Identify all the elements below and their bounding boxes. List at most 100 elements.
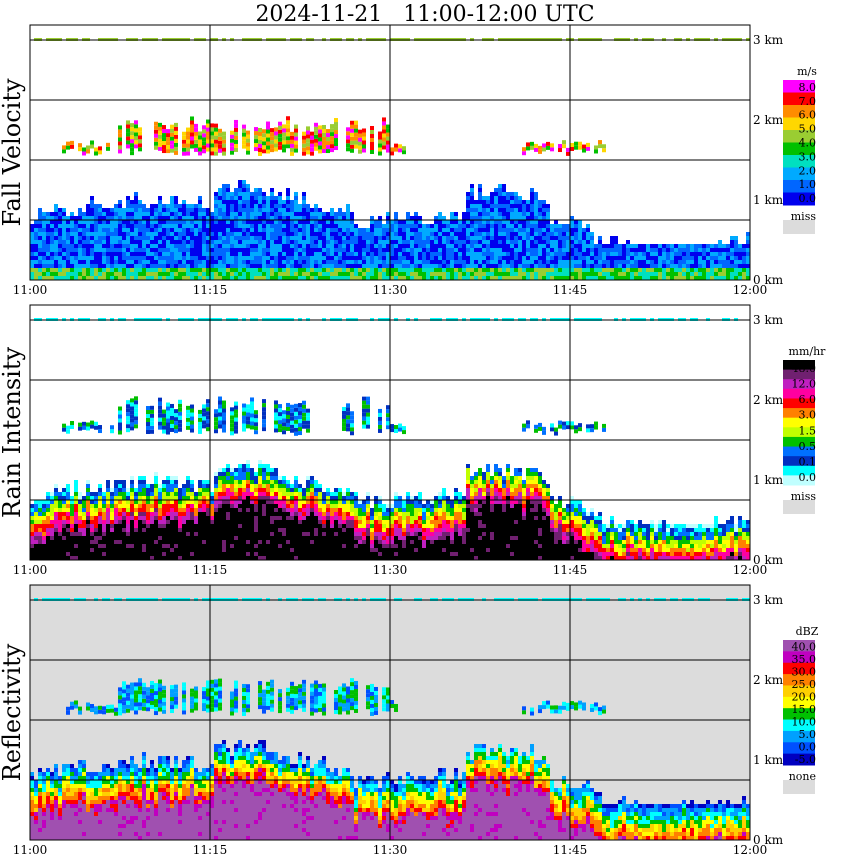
heatmap-cell: [174, 520, 178, 524]
heatmap-cell: [338, 212, 342, 216]
heatmap-cell: [394, 264, 398, 268]
heatmap-cell: [138, 143, 142, 148]
heatmap-cell: [234, 119, 238, 124]
heatmap-cell: [474, 268, 478, 272]
heatmap-cell: [70, 504, 74, 508]
heatmap-cell: [418, 252, 422, 256]
heatmap-cell: [370, 129, 374, 134]
heatmap-cell: [86, 276, 90, 280]
heatmap-cell: [294, 196, 298, 200]
heatmap-cell: [178, 411, 182, 416]
heatmap-cell: [294, 204, 298, 208]
heatmap-cell: [386, 144, 390, 149]
heatmap-cell: [578, 268, 582, 272]
heatmap-cell: [394, 143, 398, 148]
heatmap-cell: [322, 124, 326, 129]
heatmap-cell: [230, 248, 234, 252]
heatmap-cell: [142, 228, 146, 232]
heatmap-cell: [598, 248, 602, 252]
heatmap-cell: [662, 252, 666, 256]
heatmap-cell: [190, 528, 194, 532]
heatmap-cell: [42, 212, 46, 216]
heatmap-cell: [218, 272, 222, 276]
heatmap-cell: [606, 252, 610, 256]
heatmap-cell: [138, 147, 142, 152]
heatmap-cell: [162, 224, 166, 228]
heatmap-cell: [146, 548, 150, 552]
heatmap-cell: [82, 548, 86, 552]
heatmap-cell: [410, 256, 414, 260]
heatmap-cell: [174, 556, 178, 560]
heatmap-cell: [198, 216, 202, 220]
heatmap-cell: [294, 220, 298, 224]
heatmap-cell: [258, 212, 262, 216]
heatmap-cell: [182, 488, 186, 492]
heatmap-cell: [210, 544, 214, 548]
heatmap-cell: [190, 504, 194, 508]
heatmap-cell: [262, 556, 266, 560]
heatmap-cell: [530, 224, 534, 228]
heatmap-cell: [334, 138, 338, 143]
heatmap-cell: [250, 276, 254, 280]
heatmap-cell: [350, 252, 354, 256]
heatmap-cell: [298, 216, 302, 220]
heatmap-cell: [162, 228, 166, 232]
heatmap-cell: [58, 248, 62, 252]
heatmap-cell: [402, 256, 406, 260]
heatmap-cell: [326, 268, 330, 272]
heatmap-cell: [682, 248, 686, 252]
heatmap-cell: [158, 488, 162, 492]
heatmap-cell: [258, 472, 262, 476]
heatmap-cell: [154, 268, 158, 272]
heatmap-cell: [226, 552, 230, 556]
heatmap-cell: [166, 544, 170, 548]
heatmap-cell: [482, 232, 486, 236]
heatmap-cell: [82, 524, 86, 528]
heatmap-cell: [206, 536, 210, 540]
heatmap-cell: [126, 132, 130, 137]
heatmap-cell: [86, 540, 90, 544]
heatmap-cell: [410, 232, 414, 236]
heatmap-cell: [182, 240, 186, 244]
heatmap-cell: [510, 232, 514, 236]
heatmap-cell: [134, 196, 138, 200]
heatmap-cell: [94, 232, 98, 236]
heatmap-cell: [142, 236, 146, 240]
heatmap-cell: [114, 500, 118, 504]
heatmap-cell: [482, 200, 486, 204]
heatmap-cell: [242, 504, 246, 508]
heatmap-cell: [150, 256, 154, 260]
heatmap-cell: [394, 147, 398, 152]
heatmap-cell: [34, 232, 38, 236]
heatmap-cell: [566, 236, 570, 240]
heatmap-cell: [118, 200, 122, 204]
heatmap-cell: [186, 252, 190, 256]
heatmap-cell: [158, 413, 162, 418]
heatmap-cell: [230, 484, 234, 488]
heatmap-cell: [74, 228, 78, 232]
heatmap-cell: [410, 252, 414, 256]
heatmap-cell: [250, 492, 254, 496]
heatmap-cell: [86, 528, 90, 532]
heatmap-cell: [298, 240, 302, 244]
heatmap-cell: [46, 540, 50, 544]
heatmap-cell: [166, 228, 170, 232]
heatmap-cell: [214, 147, 218, 152]
heatmap-cell: [314, 220, 318, 224]
heatmap-cell: [102, 248, 106, 252]
heatmap-cell: [230, 228, 234, 232]
heatmap-cell: [138, 268, 142, 272]
heatmap-cell: [518, 212, 522, 216]
heatmap-cell: [222, 244, 226, 248]
heatmap-cell: [46, 248, 50, 252]
heatmap-cell: [214, 417, 218, 422]
heatmap-cell: [226, 492, 230, 496]
heatmap-cell: [142, 536, 146, 540]
heatmap-cell: [326, 228, 330, 232]
panel-label: Fall Velocity: [0, 78, 26, 227]
heatmap-cell: [158, 260, 162, 264]
heatmap-cell: [690, 252, 694, 256]
heatmap-cell: [86, 512, 90, 516]
heatmap-cell: [438, 256, 442, 260]
heatmap-cell: [330, 244, 334, 248]
